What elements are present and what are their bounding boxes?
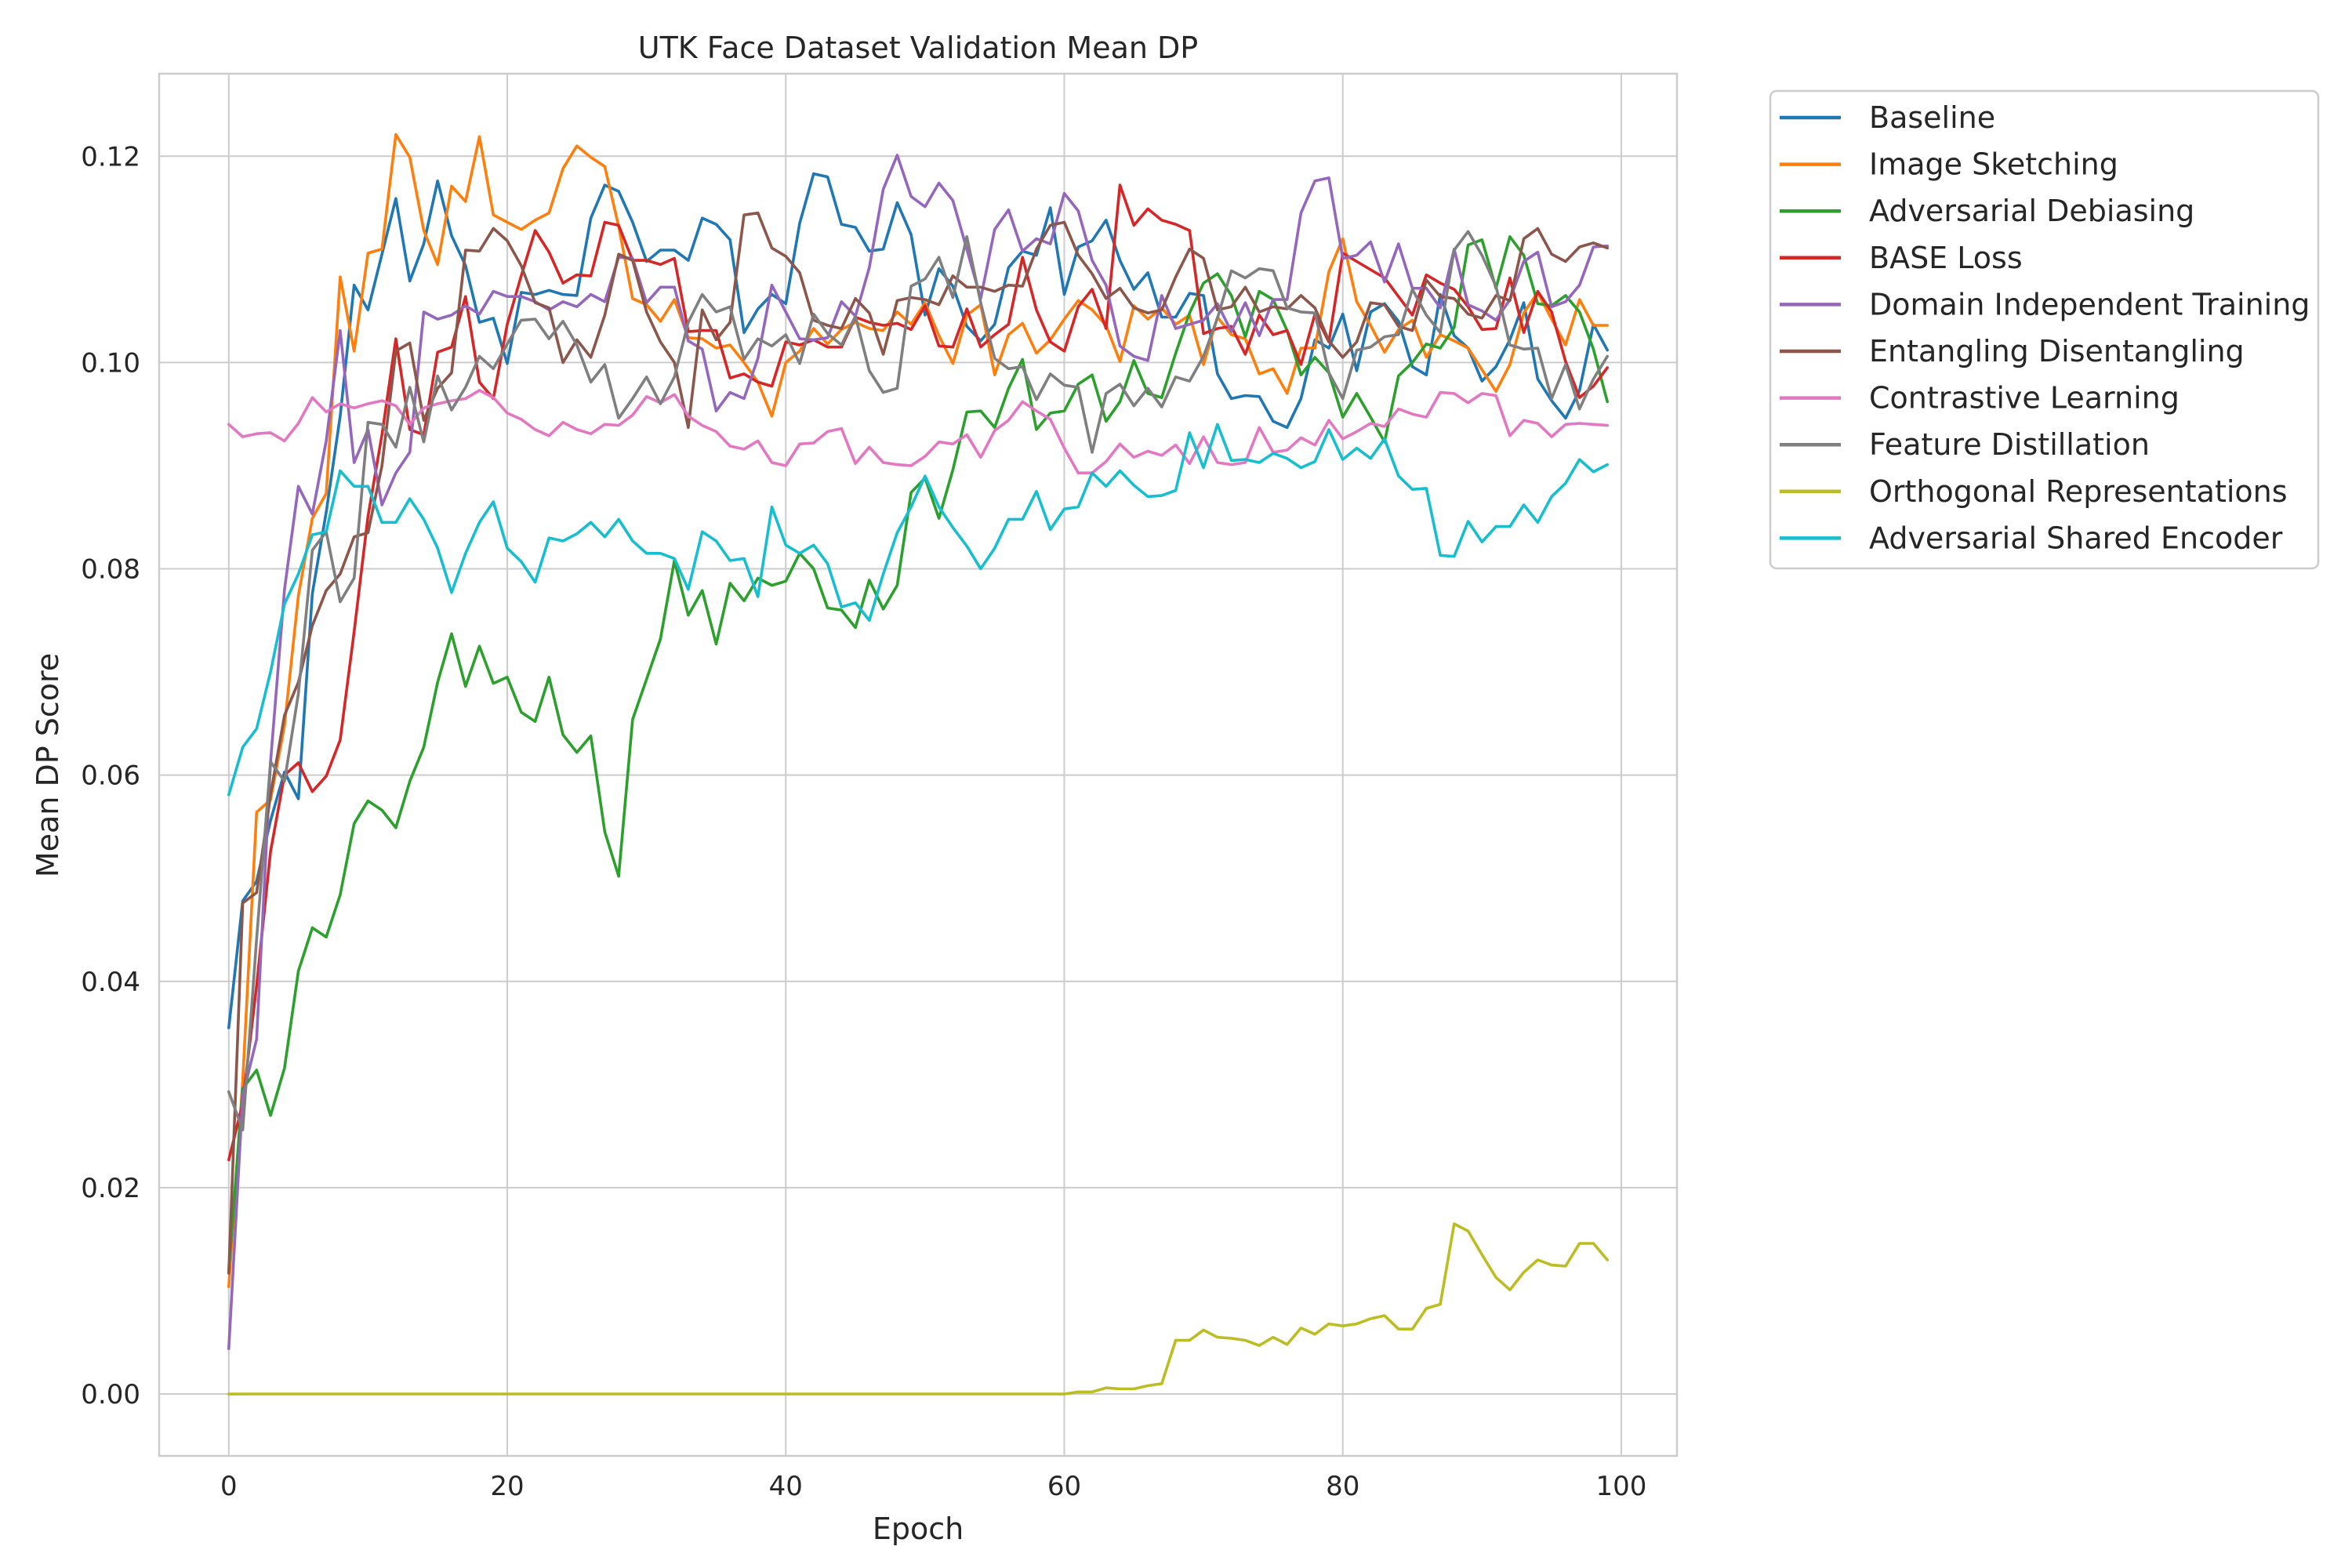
- x-tick-label: 80: [1326, 1471, 1359, 1502]
- x-axis-label: Epoch: [873, 1512, 964, 1546]
- x-tick-label: 100: [1596, 1471, 1647, 1502]
- y-tick-label: 0.12: [81, 141, 140, 172]
- y-tick-label: 0.08: [81, 554, 140, 586]
- legend-label-domain-independent-training: Domain Independent Training: [1869, 287, 2310, 321]
- y-tick-labels: 0.00 0.02 0.04 0.06 0.08 0.10 0.12: [81, 141, 140, 1410]
- legend-label-adversarial-shared-encoder: Adversarial Shared Encoder: [1869, 521, 2283, 555]
- y-tick-label: 0.06: [81, 760, 140, 792]
- series-line-feature-distillation: [227, 230, 1609, 1131]
- x-tick-label: 60: [1047, 1471, 1081, 1502]
- y-axis-label: Mean DP Score: [31, 653, 65, 877]
- chart-title: UTK Face Dataset Validation Mean DP: [638, 31, 1198, 65]
- y-tick-label: 0.02: [81, 1173, 140, 1204]
- series-line-adversarial-shared-encoder: [227, 423, 1609, 797]
- series-line-image-sketching: [227, 132, 1609, 1288]
- legend-box: [1769, 89, 2320, 570]
- legend-label-contrastive-learning: Contrastive Learning: [1869, 381, 2180, 416]
- x-tick-label: 40: [769, 1471, 803, 1502]
- legend-label-baseline: Baseline: [1869, 100, 1995, 135]
- legend-label-image-sketching: Image Sketching: [1869, 147, 2118, 182]
- series-line-entangling-disentangling: [227, 211, 1609, 1275]
- series-line-adversarial-debiasing: [227, 235, 1609, 1272]
- legend-label-base-loss: BASE Loss: [1869, 241, 2023, 275]
- legend: Baseline Image Sketching Adversarial Debia…: [1769, 89, 2320, 570]
- y-tick-label: 0.00: [81, 1379, 140, 1410]
- series-lines: [227, 132, 1609, 1396]
- plot-area-frame: [158, 72, 1679, 1457]
- x-tick-label: 0: [220, 1471, 238, 1502]
- legend-label-entangling-disentangling: Entangling Disentangling: [1869, 334, 2245, 368]
- series-line-baseline: [227, 172, 1609, 1029]
- legend-label-feature-distillation: Feature Distillation: [1869, 427, 2150, 462]
- series-line-orthogonal-representations: [227, 1222, 1609, 1396]
- legend-label-adversarial-debiasing: Adversarial Debiasing: [1869, 194, 2194, 228]
- legend-label-orthogonal-representations: Orthogonal Representations: [1869, 474, 2288, 509]
- y-tick-label: 0.10: [81, 347, 140, 379]
- plot-area-background: [159, 74, 1677, 1456]
- y-tick-label: 0.04: [81, 967, 140, 998]
- x-tick-labels: 0 20 40 60 80 100: [220, 1471, 1646, 1502]
- x-tick-label: 20: [490, 1471, 524, 1502]
